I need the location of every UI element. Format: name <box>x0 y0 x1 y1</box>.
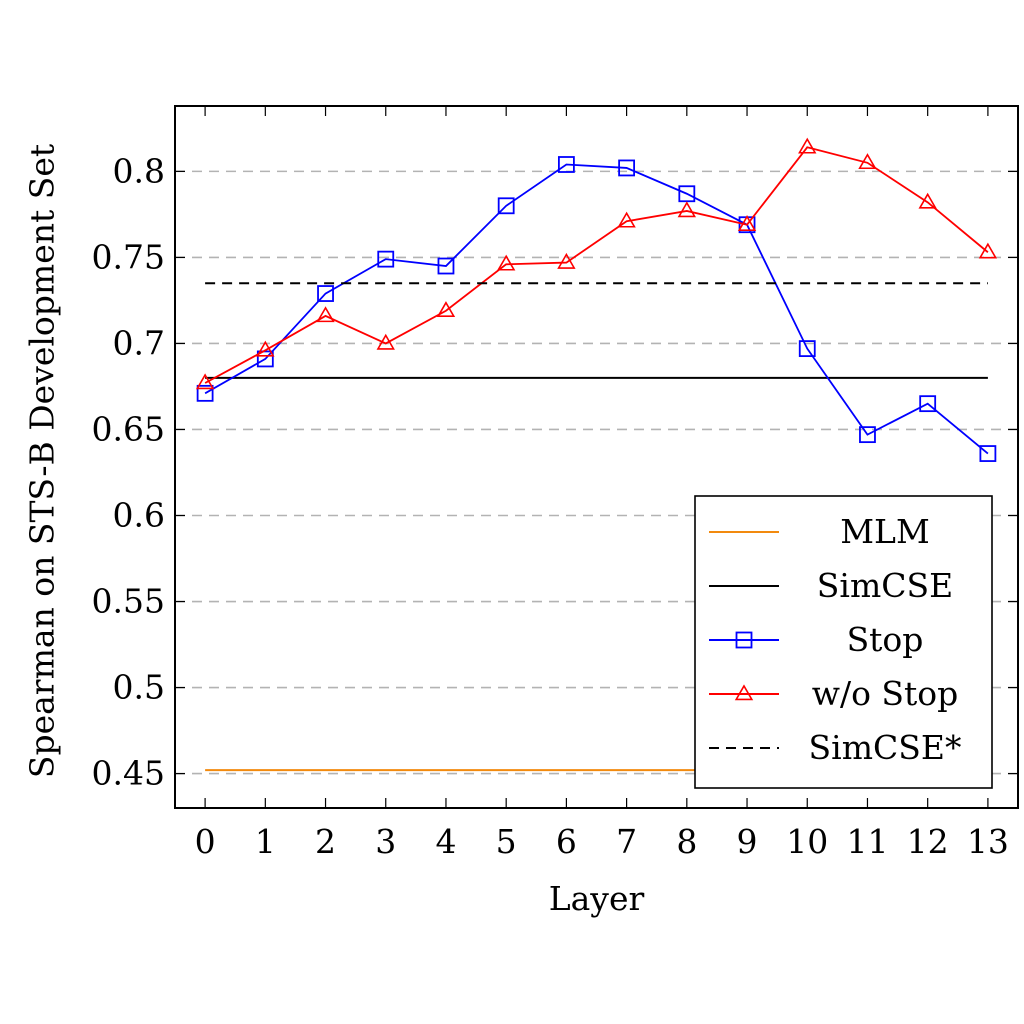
series-3-point-3 <box>376 333 395 350</box>
x-tick-label-11: 11 <box>846 822 888 861</box>
series-3-point-8 <box>677 201 697 218</box>
series-3-point-1 <box>256 340 275 357</box>
x-tick-label-4: 4 <box>435 822 456 861</box>
legend-label-3: w/o Stop <box>812 674 959 713</box>
series-2-point-8 <box>678 185 696 203</box>
x-tick-label-13: 13 <box>967 822 1009 861</box>
x-tick-label-7: 7 <box>616 822 637 861</box>
y-tick-label-6: 0.75 <box>92 237 165 276</box>
series-2-point-0 <box>196 384 214 402</box>
x-axis-title: Layer <box>549 879 645 918</box>
x-tick-label-6: 6 <box>556 822 577 861</box>
legend-label-1: SimCSE <box>817 566 953 605</box>
series-2-point-5 <box>497 197 515 215</box>
y-tick-label-4: 0.65 <box>92 409 165 448</box>
x-tick-label-10: 10 <box>786 822 828 861</box>
series-3-point-9 <box>737 215 757 231</box>
series-2-point-12 <box>919 395 937 413</box>
series-3-point-7 <box>617 211 636 228</box>
x-tick-label-5: 5 <box>496 822 517 861</box>
series-2-point-4 <box>437 257 455 275</box>
legend-marker-3 <box>734 684 754 701</box>
series-3-point-13 <box>978 242 998 259</box>
series-3-point-10 <box>798 137 817 154</box>
y-tick-label-0: 0.45 <box>92 754 165 793</box>
x-tick-label-0: 0 <box>195 822 216 861</box>
series-2-line <box>204 163 989 455</box>
x-tick-label-8: 8 <box>676 822 697 861</box>
plot-frame <box>174 105 1019 809</box>
legend: MLM SimCSE Stop w/o Stop SimCSE* <box>694 495 993 789</box>
series-2-point-6 <box>557 156 575 173</box>
series-3-point-12 <box>918 192 937 209</box>
ticks <box>175 106 1018 808</box>
series-2-point-13 <box>979 445 997 462</box>
series-3-line <box>204 146 989 384</box>
x-tick-label-3: 3 <box>375 822 396 861</box>
series-3-point-5 <box>496 254 516 271</box>
y-tick-label-1: 0.5 <box>113 668 165 707</box>
x-tick-label-1: 1 <box>255 822 276 861</box>
legend-box <box>694 495 993 789</box>
series-2-point-10 <box>798 340 816 358</box>
series-2-point-3 <box>377 250 395 268</box>
series-3 <box>195 137 998 390</box>
series-2-point-2 <box>317 285 334 302</box>
series-3-point-2 <box>316 306 335 323</box>
series-2-point-11 <box>859 426 876 444</box>
series-3-point-4 <box>436 301 456 318</box>
y-tick-label-2: 0.55 <box>92 582 165 621</box>
series-3-point-11 <box>858 153 877 170</box>
y-axis-title: Spearman on STS-B Development Set <box>23 144 62 778</box>
series-2-point-7 <box>618 159 636 177</box>
y-tick-label-3: 0.6 <box>113 496 165 535</box>
legend-marker-2 <box>735 631 753 649</box>
series-3-point-0 <box>195 373 215 390</box>
x-tick-label-9: 9 <box>737 822 758 861</box>
tick-labels: 0 1 2 3 4 5 6 7 8 9 10 11 12 130.450.50.550.60.650.70… <box>92 151 1009 861</box>
legend-label-0: MLM <box>840 512 930 551</box>
series-3-point-6 <box>557 252 576 269</box>
legend-label-4: SimCSE* <box>809 728 962 767</box>
y-tick-label-7: 0.8 <box>113 151 165 190</box>
series-2 <box>196 156 997 462</box>
series-2-point-1 <box>256 350 274 368</box>
x-tick-label-2: 2 <box>315 822 336 861</box>
x-tick-label-12: 12 <box>907 822 949 861</box>
y-tick-label-5: 0.7 <box>113 323 165 362</box>
legend-label-2: Stop <box>847 620 924 659</box>
